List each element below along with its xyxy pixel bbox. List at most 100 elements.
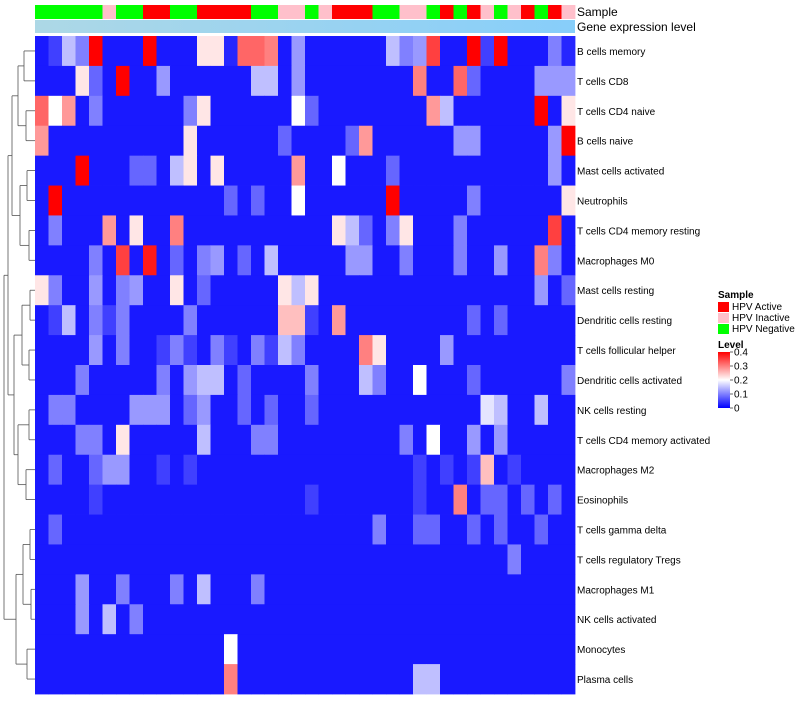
heatmap-cell-r10-c38: [548, 335, 562, 366]
heatmap-cell-r10-c26: [386, 335, 400, 366]
heatmap-cell-r11-c14: [224, 365, 238, 396]
heatmap-cell-r3-c22: [332, 125, 346, 157]
heatmap-cell-r13-c0: [35, 424, 49, 456]
heatmap-cell-r12-c11: [183, 394, 198, 426]
heatmap-cell-r21-c12: [197, 664, 211, 695]
heatmap-cell-r2-c7: [129, 95, 144, 127]
heatmap-cell-r20-c37: [534, 634, 549, 665]
heatmap-cell-r6-c30: [440, 215, 454, 246]
heatmap-cell-r17-c26: [386, 544, 400, 575]
heatmap-cell-r4-c11: [183, 155, 198, 186]
heatmap-cell-r13-c15: [237, 424, 252, 456]
heatmap-cell-r0-c30: [440, 36, 454, 67]
heatmap-cell-r19-c23: [345, 604, 360, 635]
sample-annotation-cell-5: [102, 5, 117, 19]
heatmap-cell-r16-c6: [116, 514, 130, 545]
heatmap-cell-r9-c19: [291, 305, 306, 336]
heatmap-cell-r18-c18: [278, 574, 292, 605]
heatmap-cell-r20-c27: [399, 634, 414, 665]
heatmap-cell-r18-c5: [102, 574, 117, 605]
heatmap-cell-r19-c1: [48, 604, 63, 635]
level-tick-label-1: 0.3: [734, 362, 748, 373]
heatmap-cell-r15-c6: [116, 484, 130, 515]
heatmap-cell-r0-c3: [75, 36, 90, 67]
heatmap-cell-r5-c5: [102, 185, 117, 216]
heatmap-cell-r4-c21: [318, 155, 333, 186]
heatmap-cell-r5-c13: [210, 185, 225, 216]
heatmap-cell-r13-c22: [332, 424, 346, 456]
heatmap-cell-r14-c33: [480, 454, 495, 486]
heatmap-cell-r17-c4: [89, 544, 103, 575]
heatmap-cell-r12-c6: [116, 394, 130, 426]
heatmap-cell-r8-c23: [345, 275, 360, 306]
heatmap-cell-r8-c18: [278, 275, 292, 306]
heatmap-cell-r20-c12: [197, 634, 211, 665]
sample-annotation-cell-30: [440, 5, 454, 19]
heatmap-cell-r21-c39: [561, 664, 576, 695]
heatmap-cell-r0-c20: [305, 36, 319, 67]
heatmap-cell-r16-c17: [264, 514, 279, 545]
heatmap-cell-r14-c23: [345, 454, 360, 486]
heatmap-cell-r18-c38: [548, 574, 562, 605]
heatmap-cell-r21-c27: [399, 664, 414, 695]
heatmap-cell-r1-c7: [129, 65, 144, 97]
heatmap-cell-r8-c27: [399, 275, 414, 306]
heatmap-cell-r6-c15: [237, 215, 252, 246]
heatmap-cell-r11-c22: [332, 365, 346, 396]
heatmap-cell-r18-c37: [534, 574, 549, 605]
heatmap-cell-r16-c20: [305, 514, 319, 545]
heatmap-cell-r15-c39: [561, 484, 576, 515]
heatmap-cell-r3-c5: [102, 125, 117, 157]
heatmap-cell-r12-c3: [75, 394, 90, 426]
sample-annotation-cell-36: [521, 5, 535, 19]
heatmap-cell-r8-c35: [507, 275, 522, 306]
heatmap-cell-r4-c33: [480, 155, 495, 186]
heatmap-cell-r1-c22: [332, 65, 346, 97]
heatmap-cell-r20-c17: [264, 634, 279, 665]
heatmap-cell-r21-c36: [521, 664, 535, 695]
heatmap-cell-r21-c20: [305, 664, 319, 695]
heatmap-cell-r19-c30: [440, 604, 454, 635]
heatmap-cell-r9-c7: [129, 305, 144, 336]
sample-legend: Sample HPV Active HPV Inactive HPV Negat…: [718, 290, 795, 335]
heatmap-cell-r21-c33: [480, 664, 495, 695]
heatmap-cell-r4-c5: [102, 155, 117, 186]
heatmap-cell-r7-c10: [170, 245, 184, 276]
heatmap-cell-r10-c13: [210, 335, 225, 366]
heatmap-cell-r0-c28: [413, 36, 427, 67]
heatmap-cell-r11-c30: [440, 365, 454, 396]
heatmap-cell-r21-c38: [548, 664, 562, 695]
row-label-macrophages-m2: Macrophages M2: [577, 466, 655, 477]
heatmap-cell-r7-c14: [224, 245, 238, 276]
sample-annotation-cell-29: [426, 5, 441, 19]
heatmap-cell-r15-c12: [197, 484, 211, 515]
heatmap-cell-r3-c26: [386, 125, 400, 157]
heatmap-cell-r6-c37: [534, 215, 549, 246]
heatmap-cell-r18-c28: [413, 574, 427, 605]
heatmap-cell-r14-c13: [210, 454, 225, 486]
heatmap-cell-r10-c18: [278, 335, 292, 366]
heatmap-cell-r5-c20: [305, 185, 319, 216]
heatmap-cell-r6-c7: [129, 215, 144, 246]
heatmap-cell-r0-c22: [332, 36, 346, 67]
heatmap-cell-r14-c35: [507, 454, 522, 486]
heatmap-cell-r12-c31: [453, 394, 468, 426]
heatmap-cell-r16-c3: [75, 514, 90, 545]
heatmap-cell-r16-c9: [156, 514, 171, 545]
heatmap-cell-r18-c30: [440, 574, 454, 605]
heatmap-cell-r18-c4: [89, 574, 103, 605]
heatmap-cell-r12-c38: [548, 394, 562, 426]
heatmap-cell-r9-c11: [183, 305, 198, 336]
heatmap-cell-r17-c5: [102, 544, 117, 575]
heatmap-cell-r16-c2: [62, 514, 76, 545]
heatmap-cell-r0-c0: [35, 36, 49, 67]
heatmap-cell-r10-c23: [345, 335, 360, 366]
heatmap-cell-r4-c18: [278, 155, 292, 186]
heatmap-cell-r17-c31: [453, 544, 468, 575]
heatmap-cell-r0-c14: [224, 36, 238, 67]
heatmap-cell-r9-c29: [426, 305, 441, 336]
heatmap-cell-r14-c27: [399, 454, 414, 486]
heatmap-cell-r12-c27: [399, 394, 414, 426]
heatmap-cell-r19-c10: [170, 604, 184, 635]
heatmap-cell-r2-c1: [48, 95, 63, 127]
